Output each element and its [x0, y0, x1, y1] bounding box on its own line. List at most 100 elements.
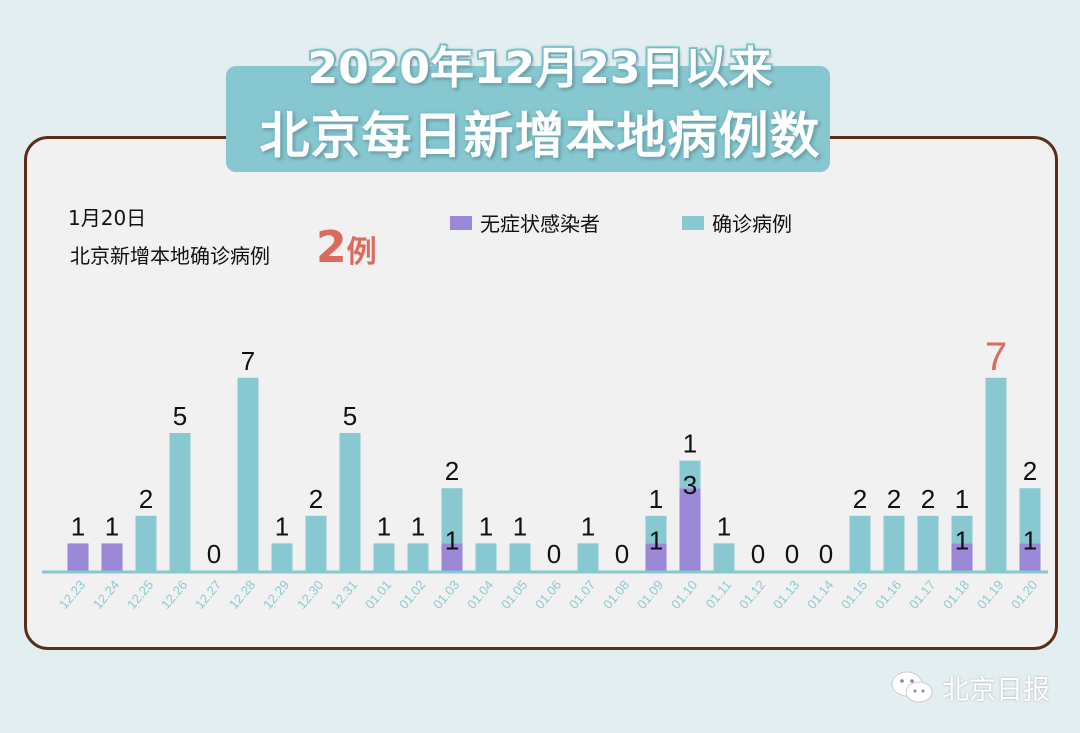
- x-tick-label-01.07: 01.07: [566, 577, 598, 612]
- bar-confirmed-01.01: [373, 543, 395, 571]
- legend-swatch-confirmed: [682, 215, 704, 230]
- data-label-01.12: 0: [751, 539, 765, 569]
- x-tick-label-01.05: 01.05: [498, 577, 530, 612]
- chart-title-line1: 2020年12月23日以来: [307, 43, 773, 94]
- x-tick-label-12.29: 12.29: [260, 577, 292, 612]
- data-label-asymptomatic-01.20: 1: [1023, 525, 1037, 555]
- data-label-01.10: 1: [683, 429, 697, 459]
- bar-confirmed-01.10: [679, 460, 701, 489]
- bar-confirmed-01.17: [917, 515, 939, 571]
- data-label-01.14: 0: [819, 539, 833, 569]
- bar-confirmed-01.07: [577, 543, 599, 571]
- data-label-01.09: 1: [649, 484, 663, 514]
- bar-asymptomatic-12.23: [67, 543, 89, 571]
- data-label-01.13: 0: [785, 539, 799, 569]
- data-label-asymptomatic-01.09: 1: [649, 525, 663, 555]
- legend-item-confirmed: 确诊病例: [682, 208, 792, 237]
- bar-asymptomatic-01.18: [951, 543, 973, 571]
- legend-label-asymptomatic: 无症状感染者: [480, 212, 600, 236]
- data-label-12.24: 1: [105, 511, 119, 541]
- bar-confirmed-01.20: [1019, 488, 1041, 544]
- data-label-01.01: 1: [377, 511, 391, 541]
- x-tick-label-12.26: 12.26: [158, 577, 190, 612]
- bar-confirmed-01.19: [985, 377, 1007, 571]
- x-tick-label-01.16: 01.16: [872, 577, 904, 612]
- bar-asymptomatic-01.09: [645, 543, 667, 571]
- data-label-01.11: 1: [717, 511, 731, 541]
- data-label-12.26: 5: [173, 401, 187, 431]
- x-tick-label-01.01: 01.01: [362, 577, 394, 612]
- info-number: 2: [316, 222, 347, 273]
- x-tick-label-01.06: 01.06: [532, 577, 564, 612]
- data-label-12.25: 2: [139, 484, 153, 514]
- bar-confirmed-01.15: [849, 515, 871, 571]
- bar-confirmed-12.29: [271, 543, 293, 571]
- info-date: 1月20日: [68, 206, 147, 230]
- x-tick-label-01.13: 01.13: [770, 577, 802, 612]
- data-label-12.31: 5: [343, 401, 357, 431]
- data-label-12.28: 7: [241, 346, 255, 376]
- data-label-01.16: 2: [887, 484, 901, 514]
- x-tick-label-12.24: 12.24: [90, 577, 122, 612]
- bar-asymptomatic-01.03: [441, 543, 463, 571]
- data-label-01.02: 1: [411, 511, 425, 541]
- x-tick-label-01.03: 01.03: [430, 577, 462, 612]
- bar-confirmed-01.09: [645, 515, 667, 544]
- data-label-01.07: 1: [581, 511, 595, 541]
- data-label-asymptomatic-01.18: 1: [955, 525, 969, 555]
- bar-confirmed-12.25: [135, 515, 157, 571]
- x-tick-label-01.19: 01.19: [974, 577, 1006, 612]
- info-value: 2例: [316, 222, 377, 273]
- data-label-01.18: 1: [955, 484, 969, 514]
- x-tick-label-01.02: 01.02: [396, 577, 428, 612]
- data-label-12.27: 0: [207, 539, 221, 569]
- data-label-01.17: 2: [921, 484, 935, 514]
- x-tick-label-01.20: 01.20: [1008, 577, 1040, 612]
- info-text: 北京新增本地确诊病例: [70, 244, 270, 268]
- data-label-01.15: 2: [853, 484, 867, 514]
- x-tick-label-12.28: 12.28: [226, 577, 258, 612]
- chart-title-line2: 北京每日新增本地病例数: [259, 107, 821, 165]
- brand: 北京日报: [890, 668, 1050, 707]
- data-label-01.19: 7: [985, 335, 1007, 379]
- bar-confirmed-12.26: [169, 433, 191, 571]
- bar-asymptomatic-01.20: [1019, 543, 1041, 571]
- brand-name: 北京日报: [942, 675, 1050, 706]
- wechat-icon: [891, 671, 933, 702]
- data-label-01.05: 1: [513, 511, 527, 541]
- data-label-12.29: 1: [275, 511, 289, 541]
- bar-confirmed-12.30: [305, 515, 327, 571]
- x-tick-label-12.23: 12.23: [56, 577, 88, 612]
- data-label-asymptomatic-01.03: 1: [445, 525, 459, 555]
- bar-confirmed-01.03: [441, 488, 463, 544]
- bar-asymptomatic-12.24: [101, 543, 123, 571]
- x-tick-label-01.15: 01.15: [838, 577, 870, 612]
- x-tick-label-12.30: 12.30: [294, 577, 326, 612]
- data-label-01.06: 0: [547, 539, 561, 569]
- data-label-01.03: 2: [445, 456, 459, 486]
- data-label-01.08: 0: [615, 539, 629, 569]
- x-tick-label-01.08: 01.08: [600, 577, 632, 612]
- x-tick-label-12.31: 12.31: [328, 577, 360, 612]
- x-tick-label-01.11: 01.11: [703, 577, 735, 611]
- bar-confirmed-01.18: [951, 515, 973, 544]
- x-tick-label-01.18: 01.18: [940, 577, 972, 612]
- title-banner: [226, 66, 830, 172]
- legend-item-asymptomatic: 无症状感染者: [450, 208, 600, 237]
- x-tick-label-01.12: 01.12: [736, 577, 768, 612]
- x-tick-label-12.27: 12.27: [192, 577, 224, 612]
- x-tick-label-01.04: 01.04: [464, 577, 496, 612]
- data-label-12.23: 1: [71, 511, 85, 541]
- legend-swatch-asymptomatic: [450, 215, 472, 230]
- bar-confirmed-01.04: [475, 543, 497, 571]
- x-tick-label-01.10: 01.10: [668, 577, 700, 612]
- info-unit: 例: [346, 235, 377, 270]
- x-tick-label-01.09: 01.09: [634, 577, 666, 612]
- x-tick-label-01.14: 01.14: [804, 577, 836, 612]
- data-label-01.04: 1: [479, 511, 493, 541]
- data-label-12.30: 2: [309, 484, 323, 514]
- bar-confirmed-12.31: [339, 433, 361, 571]
- legend-label-confirmed: 确诊病例: [712, 212, 792, 236]
- data-label-asymptomatic-01.10: 3: [683, 470, 697, 500]
- data-label-01.20: 2: [1023, 456, 1037, 486]
